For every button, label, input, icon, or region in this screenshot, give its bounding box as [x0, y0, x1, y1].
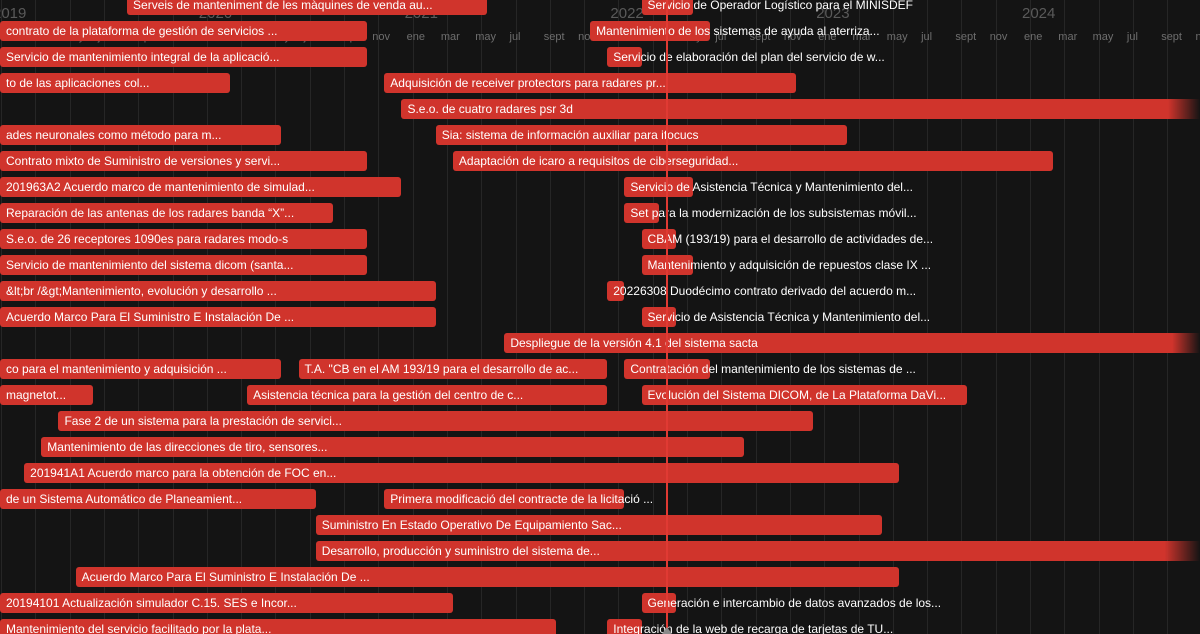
task-bar[interactable]	[0, 619, 556, 634]
task-bar[interactable]	[504, 333, 1200, 353]
year-label: 2022	[610, 5, 644, 22]
task-bar[interactable]	[384, 489, 625, 509]
task-bar[interactable]	[315, 515, 882, 535]
task-bar[interactable]	[607, 281, 625, 301]
task-bar[interactable]	[298, 359, 608, 379]
month-gridline	[1167, 0, 1169, 634]
month-label: nov	[989, 31, 1008, 43]
task-bar[interactable]	[0, 151, 368, 171]
today-marker-icon[interactable]	[661, 627, 672, 634]
task-bar[interactable]	[401, 99, 1200, 119]
task-bar[interactable]	[590, 21, 711, 41]
task-bar[interactable]	[0, 489, 316, 509]
month-gridline	[755, 0, 757, 634]
task-label: 20226308 Duodécimo contrato derivado del…	[613, 284, 917, 298]
month-label: sept	[749, 31, 771, 43]
task-bar[interactable]	[41, 437, 745, 457]
task-bar[interactable]	[0, 385, 93, 405]
month-label: mar	[440, 31, 460, 43]
task-bar[interactable]	[435, 125, 848, 145]
task-bar[interactable]	[624, 203, 659, 223]
task-bar[interactable]	[641, 385, 968, 405]
month-gridline	[961, 0, 963, 634]
month-label: sept	[543, 31, 565, 43]
month-label: nov	[1195, 31, 1200, 43]
task-bar[interactable]	[384, 73, 796, 93]
month-label: may	[1092, 31, 1114, 43]
year-label: 2023	[816, 5, 850, 22]
task-bar[interactable]	[0, 359, 282, 379]
task-label: Generación e intercambio de datos avanza…	[647, 596, 942, 610]
month-gridline	[858, 0, 860, 634]
task-bar[interactable]	[0, 177, 402, 197]
month-gridline	[481, 0, 483, 634]
task-bar[interactable]	[0, 73, 230, 93]
month-gridline	[1098, 0, 1100, 634]
month-label: nov	[372, 31, 391, 43]
task-bar[interactable]	[607, 619, 642, 634]
month-gridline	[995, 0, 997, 634]
task-bar[interactable]	[315, 541, 1200, 561]
task-bar[interactable]	[624, 177, 693, 197]
task-bar[interactable]	[607, 47, 642, 67]
task-bar[interactable]	[0, 593, 453, 613]
task-bar[interactable]	[0, 229, 368, 249]
year-label: 2024	[1022, 5, 1056, 22]
month-label: nov	[783, 31, 802, 43]
task-bar[interactable]	[0, 21, 368, 41]
task-bar[interactable]	[0, 307, 436, 327]
task-bar[interactable]	[247, 385, 608, 405]
task-label: Servicio de elaboración del plan del ser…	[613, 50, 885, 64]
month-gridline	[927, 0, 929, 634]
task-bar[interactable]	[0, 255, 368, 275]
task-bar[interactable]	[75, 567, 899, 587]
month-gridline	[515, 0, 517, 634]
task-bar[interactable]	[0, 125, 282, 145]
task-label: Set para la modernización de los subsist…	[630, 206, 917, 220]
month-gridline	[687, 0, 688, 634]
month-label: ene	[1024, 31, 1043, 43]
task-bar[interactable]	[58, 411, 814, 431]
month-gridline	[1030, 0, 1031, 634]
task-bar[interactable]	[641, 307, 676, 327]
month-label: jul	[921, 31, 933, 43]
task-bar[interactable]	[127, 0, 488, 15]
month-label: may	[886, 31, 908, 43]
task-label: Servicio de Asistencia Técnica y Manteni…	[647, 310, 931, 324]
month-label: ene	[406, 31, 425, 43]
month-label: ene	[818, 31, 837, 43]
month-gridline	[618, 0, 620, 634]
task-bar[interactable]	[641, 229, 676, 249]
year-label: 2019	[0, 5, 27, 22]
month-gridline	[549, 0, 551, 634]
month-label: sept	[955, 31, 977, 43]
month-gridline	[1132, 0, 1134, 634]
month-gridline	[446, 0, 448, 634]
month-gridline	[584, 0, 586, 634]
month-gridline	[892, 0, 894, 634]
month-label: jul	[1126, 31, 1138, 43]
task-bar[interactable]	[24, 463, 899, 483]
month-label: mar	[1058, 31, 1078, 43]
task-bar[interactable]	[641, 593, 676, 613]
month-label: mar	[852, 31, 872, 43]
month-gridline	[1064, 0, 1066, 634]
month-label: sept	[1161, 31, 1182, 43]
month-label: jul	[715, 31, 727, 43]
month-gridline	[824, 0, 826, 634]
task-bar[interactable]	[0, 203, 333, 223]
task-bar[interactable]	[0, 47, 368, 67]
month-label: jul	[509, 31, 521, 43]
task-label: Integración de la web de recarga de tarj…	[613, 622, 894, 634]
task-bar[interactable]	[452, 151, 1054, 171]
task-bar[interactable]	[0, 281, 436, 301]
today-line	[665, 0, 668, 634]
month-gridline	[721, 0, 723, 634]
month-gridline	[789, 0, 791, 634]
month-label: may	[475, 31, 496, 43]
